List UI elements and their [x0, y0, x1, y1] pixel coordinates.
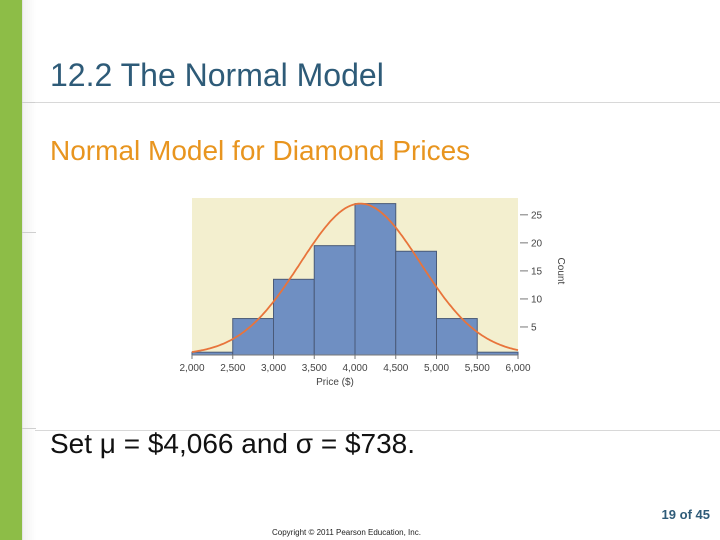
side-bar-edge	[22, 0, 36, 540]
side-divider	[22, 102, 36, 103]
parameter-statement: Set μ = $4,066 and σ = $738.	[50, 428, 416, 459]
histogram-chart: 2,000 2,500 3,000 3,500 4,000 4,500 5,000 5,500…	[179, 198, 566, 388]
y-tick-label: 25	[531, 210, 543, 221]
y-axis-label: Count	[555, 258, 566, 285]
y-tick-label: 5	[531, 322, 537, 333]
y-tick-label: 20	[531, 238, 543, 249]
x-tick-label: 4,000	[342, 363, 367, 374]
histogram-bar	[395, 250, 437, 356]
y-tick-label: 15	[531, 266, 543, 277]
histogram-bars	[191, 203, 519, 356]
accent-side-bar	[0, 0, 22, 540]
side-divider	[22, 428, 36, 429]
normal-curve	[191, 202, 519, 353]
x-tick-label: 5,500	[465, 363, 490, 374]
page-number: 19 of 45	[662, 507, 710, 522]
histogram-bar	[273, 278, 315, 356]
x-axis-label: Price ($)	[316, 377, 354, 388]
x-tick-label: 3,000	[261, 363, 286, 374]
x-tick-label: 2,000	[179, 363, 204, 374]
x-tick-label: 4,500	[383, 363, 408, 374]
y-tick-label: 10	[531, 294, 543, 305]
page-of: of	[679, 507, 692, 522]
y-axis: 5 10 15 20 25	[520, 210, 543, 333]
histogram-bar	[436, 318, 478, 356]
title-divider	[35, 102, 720, 103]
page-current: 19	[661, 507, 676, 522]
slide-subtitle: Normal Model for Diamond Prices	[50, 135, 471, 166]
histogram-bar	[313, 245, 356, 356]
page-total: 45	[695, 507, 710, 522]
x-tick-label: 2,500	[220, 363, 245, 374]
copyright-notice: Copyright © 2011 Pearson Education, Inc.	[272, 528, 421, 537]
x-tick-label: 3,500	[302, 363, 327, 374]
content-divider	[35, 430, 720, 431]
side-divider	[22, 232, 36, 233]
x-tick-label: 6,000	[505, 363, 530, 374]
histogram-bar	[354, 203, 397, 356]
x-axis: 2,000 2,500 3,000 3,500 4,000 4,500 5,000 5,500…	[179, 354, 531, 374]
slide-title: 12.2 The Normal Model	[50, 57, 384, 93]
x-tick-label: 5,000	[424, 363, 449, 374]
